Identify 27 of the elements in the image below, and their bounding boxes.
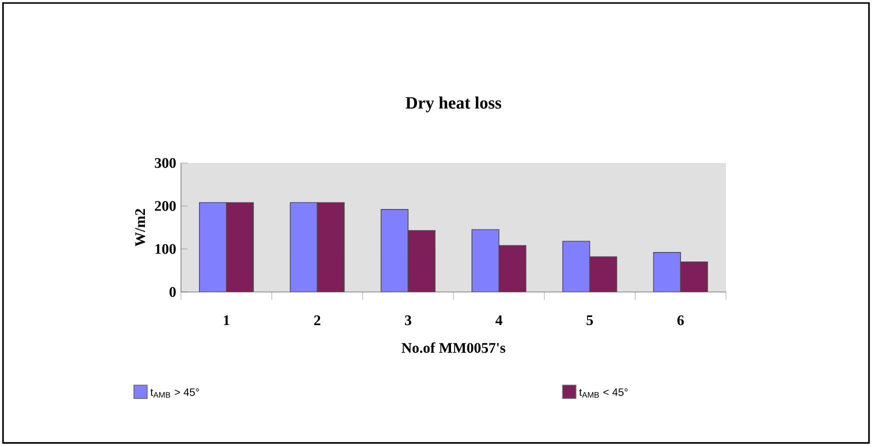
legend-label: t$_{AMB}$ > 45° [150,388,199,398]
x-tick-label: 1 [224,315,230,326]
bar [653,252,681,292]
legend-label: t$_{AMB}$ < 45° [579,388,628,398]
bar [316,202,345,292]
chart-title: Dry heat loss [406,96,502,112]
y-tick-label: 200 [154,201,176,211]
bar [680,261,708,292]
x-tick-label: 2 [314,315,320,326]
y-axis-title: W/m2 [135,208,146,246]
x-tick-label: 6 [677,315,684,326]
bar [589,256,618,292]
bar [562,240,590,292]
bar [472,229,500,292]
x-tick-label: 4 [495,315,502,326]
x-axis-title: No.of MM0057's [402,342,506,353]
bar [498,245,526,292]
bar [290,202,318,292]
y-tick-label: 100 [155,244,176,254]
y-tick-label: 300 [154,158,176,168]
bar [380,209,408,292]
x-tick-label: 5 [586,315,593,326]
bar [226,202,254,292]
x-tick-label: 3 [404,315,412,326]
bar [408,230,436,292]
bar [199,202,227,292]
y-tick-label: 0 [170,287,176,297]
